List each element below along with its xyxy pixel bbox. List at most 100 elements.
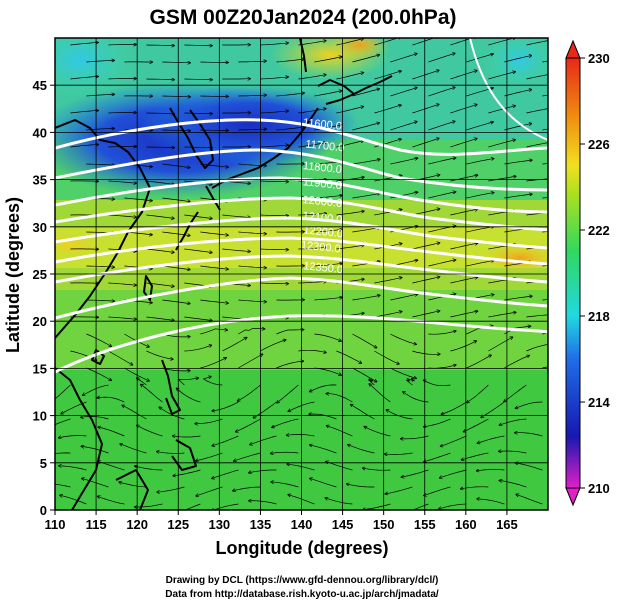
streamline	[298, 213, 326, 215]
streamline	[298, 281, 326, 283]
colorbar-tick-label: 230	[588, 51, 610, 66]
streamline	[526, 314, 548, 318]
y-tick-label: 5	[40, 456, 47, 471]
streamline	[146, 180, 174, 184]
streamline	[277, 384, 299, 403]
streamline	[499, 418, 527, 425]
streamline	[124, 367, 149, 381]
streamline	[238, 61, 266, 62]
streamline	[70, 77, 98, 80]
coast-philippines-luzon	[161, 359, 181, 415]
streamline	[234, 452, 261, 461]
colorbar-tick-label: 214	[588, 395, 610, 410]
streamline	[440, 469, 467, 478]
streamline	[477, 435, 505, 443]
x-tick-label: 150	[373, 517, 395, 532]
streamline	[310, 478, 337, 488]
streamline	[428, 87, 455, 97]
streamline	[276, 93, 304, 97]
streamline	[260, 249, 288, 250]
streamline	[314, 333, 341, 341]
streamline	[108, 79, 136, 80]
streamline	[59, 435, 87, 438]
streamline	[374, 71, 401, 80]
contour-label: 12000.0	[302, 194, 343, 210]
streamline	[200, 299, 228, 303]
streamline	[81, 446, 109, 454]
streamline	[124, 197, 152, 201]
streamline	[212, 435, 239, 446]
streamline	[363, 468, 391, 471]
streamline	[141, 384, 163, 403]
streamline	[146, 214, 174, 218]
streamline	[86, 164, 114, 165]
cool-patch-northeast	[480, 38, 548, 90]
streamline	[424, 452, 451, 462]
streamline	[526, 74, 548, 80]
streamline	[515, 433, 543, 437]
streamline	[466, 193, 493, 199]
streamline	[287, 464, 315, 471]
streamline	[233, 486, 261, 491]
streamline	[162, 62, 190, 63]
streamline	[55, 418, 71, 426]
coast-philippines-mindanao	[171, 439, 197, 471]
streamline	[184, 147, 212, 148]
streamline	[403, 392, 429, 403]
x-tick-label: 160	[455, 517, 477, 532]
streamline	[200, 163, 228, 167]
streamline	[504, 355, 529, 369]
streamline	[146, 45, 174, 46]
streamline	[450, 105, 477, 114]
streamline	[504, 124, 531, 131]
streamline	[542, 197, 548, 199]
streamline	[412, 209, 439, 216]
streamline	[428, 192, 455, 199]
cold-core-east	[140, 85, 360, 165]
streamline	[504, 296, 532, 301]
contour-11800	[55, 176, 548, 214]
streamline	[481, 401, 505, 418]
streamline	[212, 469, 239, 479]
streamline	[504, 384, 527, 402]
streamline	[412, 350, 440, 354]
streamline	[108, 147, 136, 148]
contour-11700	[55, 148, 548, 192]
streamline	[86, 300, 114, 301]
y-tick-label: 25	[33, 267, 47, 282]
colorbar-ticks: 210 214 218 222 226 230	[580, 51, 610, 496]
credit-data: Data from http://database.rish.kyoto-u.a…	[165, 589, 439, 600]
streamline	[424, 418, 451, 427]
streamline	[200, 329, 227, 335]
streamline	[287, 434, 315, 436]
streamline	[385, 453, 413, 455]
streamline	[488, 106, 515, 114]
coast-japan-hokkaido	[317, 79, 355, 105]
height-contours	[55, 38, 548, 374]
streamline	[326, 426, 353, 437]
streamline	[336, 211, 364, 216]
streamline	[309, 414, 337, 420]
streamline	[314, 297, 342, 301]
streamline	[336, 39, 363, 46]
streamline	[352, 193, 380, 199]
streamline	[488, 176, 516, 182]
streamline	[238, 384, 261, 401]
streamline	[276, 59, 304, 63]
colorbar-tick-label: 210	[588, 481, 610, 496]
streamline	[260, 77, 288, 80]
streamline	[450, 311, 477, 318]
streamline	[352, 333, 376, 348]
streamline	[466, 261, 493, 267]
streamline	[352, 55, 379, 63]
streamline	[86, 94, 114, 97]
streamline	[298, 349, 326, 352]
streamline	[374, 278, 401, 284]
contour-label: 12100.0	[302, 210, 343, 226]
streamline	[314, 57, 341, 63]
streamline	[466, 122, 493, 131]
streamline	[504, 194, 532, 199]
streamline	[542, 231, 548, 233]
streamline	[146, 147, 174, 148]
